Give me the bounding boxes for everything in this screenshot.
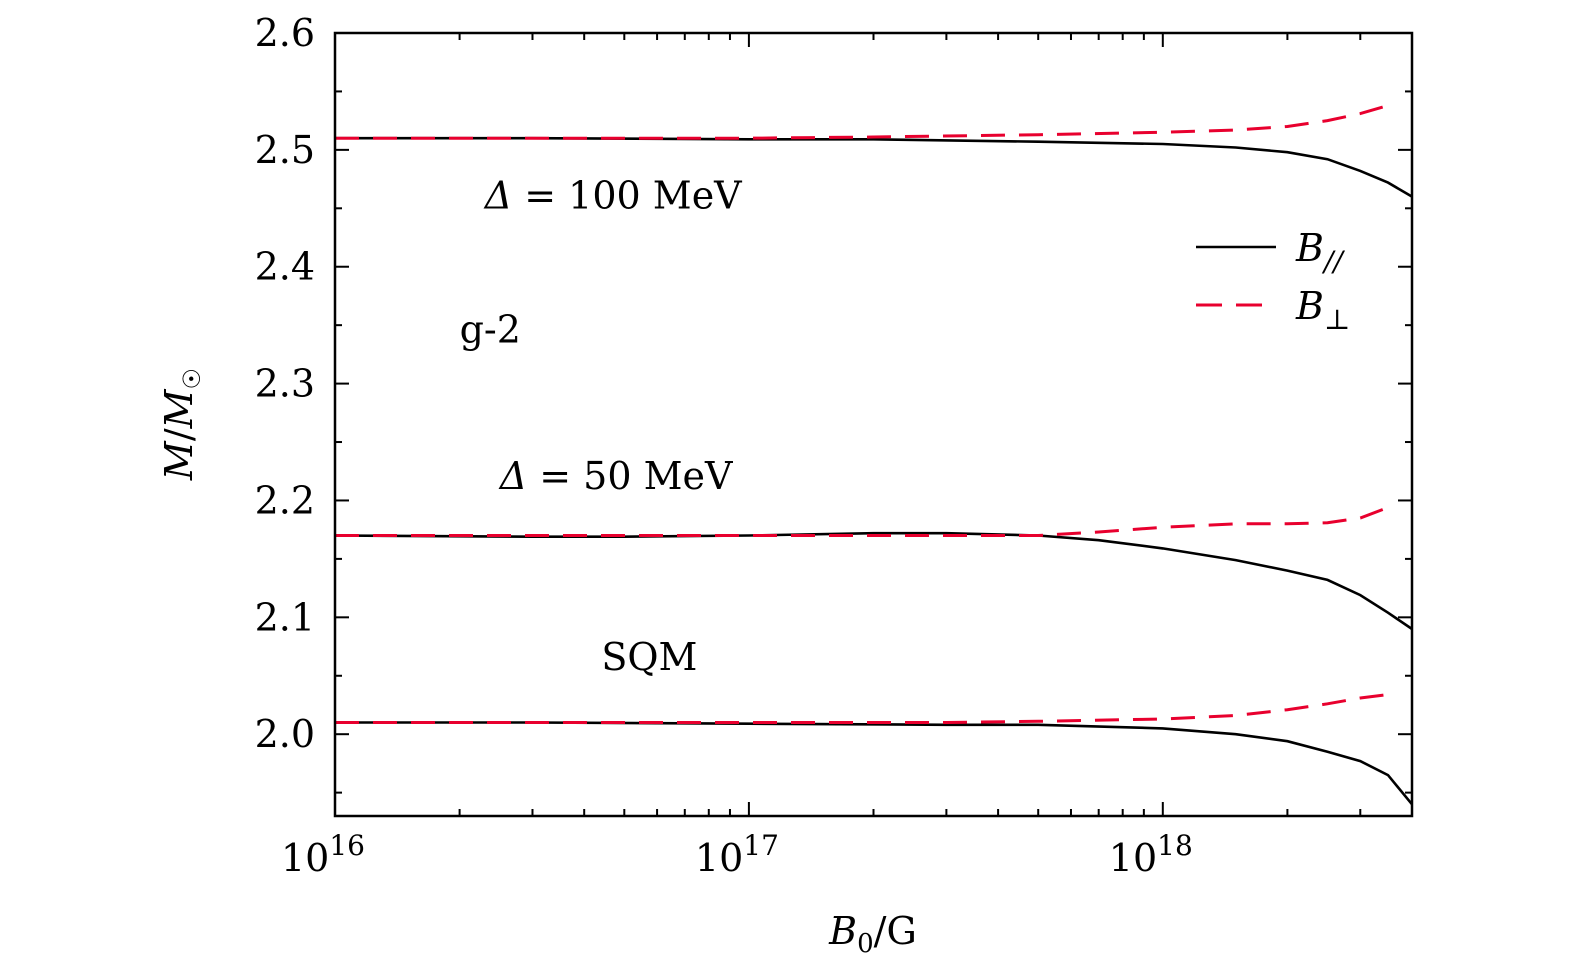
legend-label: B⊥ — [1295, 284, 1350, 336]
x-tick-label: 1017 — [695, 829, 779, 880]
x-axis: 1016 1017 1018 — [281, 33, 1362, 880]
x-axis-label: B0/G — [828, 909, 917, 959]
annotations: Δ = 100 MeV g-2 Δ = 50 MeV SQM — [460, 173, 743, 679]
y-tick-label: 2.0 — [255, 712, 315, 756]
series-line-dashed — [335, 693, 1389, 724]
annotation-label: Δ = 100 MeV — [483, 173, 742, 217]
x-tick-label: 1018 — [1109, 829, 1193, 880]
y-tick-label: 2.2 — [255, 478, 315, 522]
y-axis: 2.0 2.1 2.2 2.3 2.4 2.5 2.6 — [255, 11, 1412, 794]
plot-frame — [333, 31, 1414, 818]
series-line-solid — [335, 721, 1414, 806]
legend: B// B⊥ — [1196, 226, 1350, 336]
series-line-dashed — [335, 104, 1389, 140]
series-line-solid — [335, 136, 1413, 198]
series-line-dashed — [335, 506, 1389, 537]
plot-area — [334, 104, 1414, 806]
y-tick-label: 2.1 — [255, 595, 315, 639]
x-tick-label: 1016 — [281, 829, 365, 880]
annotation-label: Δ = 50 MeV — [498, 454, 733, 498]
y-tick-label: 2.5 — [255, 128, 315, 172]
annotation-label: g-2 — [460, 308, 521, 352]
y-tick-label: 2.6 — [255, 11, 315, 55]
legend-label: B// — [1295, 226, 1345, 278]
series-line-solid — [334, 531, 1413, 631]
y-tick-label: 2.3 — [255, 362, 315, 406]
y-tick-label: 2.4 — [255, 245, 315, 289]
y-axis-label: M/M☉ — [157, 368, 206, 481]
annotation-label: SQM — [601, 635, 697, 679]
